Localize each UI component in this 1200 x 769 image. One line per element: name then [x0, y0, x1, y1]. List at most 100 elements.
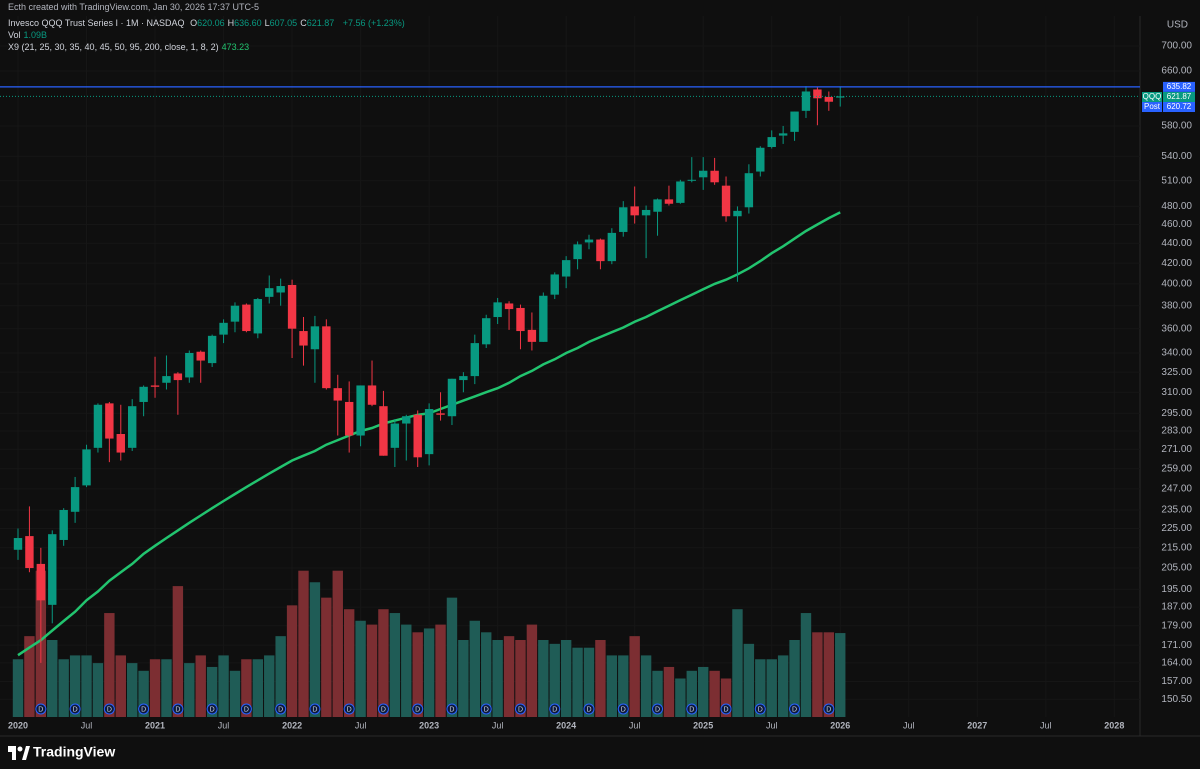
candle-body — [299, 331, 308, 346]
volume-bar — [58, 659, 69, 717]
dividend-label: D — [586, 706, 591, 713]
volume-bar — [47, 640, 58, 717]
logo-text: TradingView — [33, 744, 115, 760]
y-tick-label: 259.00 — [1161, 463, 1192, 474]
dividend-marker — [549, 703, 561, 715]
volume-bar — [218, 655, 229, 717]
volume-bar — [423, 628, 435, 717]
candle-body — [105, 403, 114, 439]
candle-body — [790, 111, 799, 132]
y-tick-label: 510.00 — [1161, 175, 1192, 186]
volume-bar — [69, 655, 81, 717]
y-tick-label: 310.00 — [1161, 387, 1192, 398]
dividend-marker — [240, 703, 252, 715]
candle-body — [196, 351, 205, 361]
x-tick-label: 2026 — [830, 720, 850, 730]
volume-bar — [618, 655, 629, 717]
candle-body — [82, 449, 91, 486]
volume-bar — [595, 640, 606, 717]
volume-bar — [606, 655, 618, 717]
dividend-marker — [343, 703, 355, 715]
symbol-title: Invesco QQQ Trust Series I · 1M · NASDAQ — [8, 18, 185, 28]
volume-bar — [275, 636, 286, 717]
volume-bar — [446, 597, 458, 717]
logo-icon — [22, 746, 30, 760]
volume-bar — [743, 643, 755, 717]
logo-icon — [12, 746, 16, 760]
dividend-marker — [412, 703, 424, 715]
dividend-label: D — [278, 706, 283, 713]
candle-body — [13, 538, 23, 550]
candle-body — [379, 406, 388, 456]
dividend-label: D — [107, 706, 112, 713]
logo-icon — [17, 746, 23, 752]
candle-body — [413, 414, 422, 458]
volume-bar — [161, 659, 172, 717]
dividend-label: D — [38, 706, 43, 713]
candle-body — [596, 239, 605, 262]
price-tag-box — [1163, 92, 1195, 102]
logo — [8, 746, 30, 760]
candle-body — [48, 534, 57, 605]
volume-bar — [104, 613, 115, 717]
candle-body — [116, 433, 125, 453]
volume-bar — [138, 670, 149, 717]
candle-body — [93, 404, 103, 448]
volume-bar — [229, 670, 241, 717]
x-tick-label: 2028 — [1104, 720, 1124, 730]
attribution: Ecth created with TradingView.com, Jan 3… — [8, 2, 259, 12]
y-tick-label: 700.00 — [1161, 41, 1192, 52]
y-tick-label: 580.00 — [1161, 121, 1192, 132]
candle-body — [139, 386, 148, 402]
volume-bar — [583, 647, 595, 717]
x-tick-label: Jul — [629, 720, 641, 730]
candle-body — [813, 89, 822, 99]
candle-body — [801, 91, 811, 111]
volume-bar — [481, 632, 492, 717]
y-tick-label: 440.00 — [1161, 238, 1192, 249]
dividend-label: D — [244, 706, 249, 713]
dividend-marker — [103, 703, 115, 715]
candle-body — [756, 147, 765, 172]
volume-bar — [755, 659, 766, 717]
dividend-label: D — [792, 706, 797, 713]
volume-bar — [720, 678, 732, 717]
dividend-marker — [172, 703, 184, 715]
y-tick-label: 171.00 — [1161, 640, 1192, 651]
dividend-label: D — [347, 706, 352, 713]
dividend-label: D — [210, 706, 215, 713]
dividend-marker — [69, 703, 81, 715]
candle-body — [185, 352, 194, 378]
y-tick-label: 540.00 — [1161, 151, 1192, 162]
dividend-label: D — [484, 706, 489, 713]
x-tick-label: 2024 — [556, 720, 576, 730]
volume-bar — [560, 640, 572, 717]
volume-bar — [663, 666, 675, 717]
x-tick-label: 2021 — [145, 720, 165, 730]
volume-bar — [675, 678, 686, 717]
ohlc-label: C — [300, 18, 307, 28]
volume-bar — [572, 647, 583, 717]
candle-body — [36, 563, 46, 601]
y-tick-label: 271.00 — [1161, 444, 1192, 455]
y-tick-label: 460.00 — [1161, 219, 1192, 230]
volume-bar — [24, 636, 35, 717]
dividend-marker — [309, 703, 321, 715]
x-tick-label: 2025 — [693, 720, 713, 730]
candle-body — [504, 303, 514, 310]
candle-body — [767, 137, 776, 147]
volume-bar — [401, 624, 412, 717]
volume-bar — [629, 636, 640, 717]
ohlc-label: O — [190, 18, 198, 28]
ohlc-value: 607.05 — [269, 18, 298, 28]
y-tick-label: 420.00 — [1161, 258, 1192, 269]
y-tick-label: 360.00 — [1161, 323, 1192, 334]
price-tag-box — [1163, 81, 1195, 92]
volume-bar — [732, 609, 743, 717]
volume-bar — [127, 663, 138, 717]
candle-body — [619, 207, 628, 232]
dividend-label: D — [724, 706, 729, 713]
change: +7.56 (+1.23%) — [342, 18, 405, 28]
x-tick-label: Jul — [218, 720, 230, 730]
x-tick-label: Jul — [492, 720, 504, 730]
